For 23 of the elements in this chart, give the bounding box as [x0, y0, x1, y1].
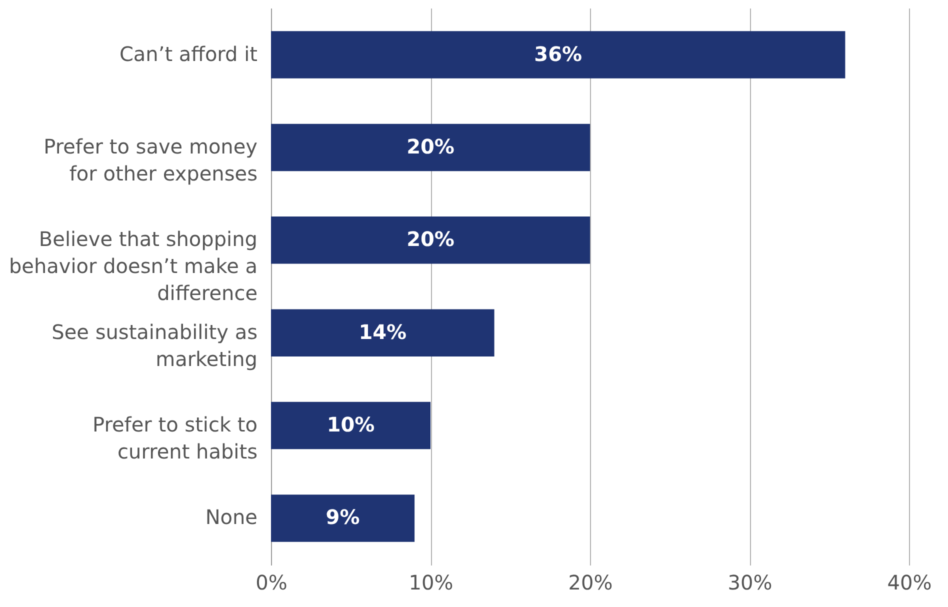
- y-tick-label: Can’t afford it: [119, 42, 258, 66]
- data-label: 14%: [358, 320, 407, 344]
- x-tick-label: 0%: [256, 570, 288, 594]
- bar: [271, 309, 494, 356]
- y-tick-label: Believe that shopping behavior doesn’t make a difference: [8, 227, 258, 306]
- x-tick-label: 10%: [408, 570, 454, 594]
- bar: [271, 124, 590, 172]
- y-tick-label: Prefer to save money for other expenses: [44, 134, 258, 186]
- data-label: 9%: [326, 505, 360, 530]
- data-label: 20%: [406, 134, 454, 158]
- x-tick-label: 30%: [728, 570, 772, 594]
- y-tick-label: See sustainability as marketing: [52, 320, 258, 371]
- bar: [271, 216, 590, 264]
- bar: [271, 31, 846, 78]
- bar: [271, 494, 415, 542]
- data-label: 20%: [406, 227, 454, 252]
- y-tick-label: None: [205, 505, 258, 530]
- x-tick-label: 20%: [568, 570, 613, 594]
- bar: [271, 402, 430, 450]
- x-tick-label: 40%: [887, 570, 932, 594]
- data-label: 36%: [534, 42, 582, 66]
- data-label: 10%: [326, 412, 375, 437]
- y-tick-label: Prefer to stick to current habits: [92, 412, 258, 464]
